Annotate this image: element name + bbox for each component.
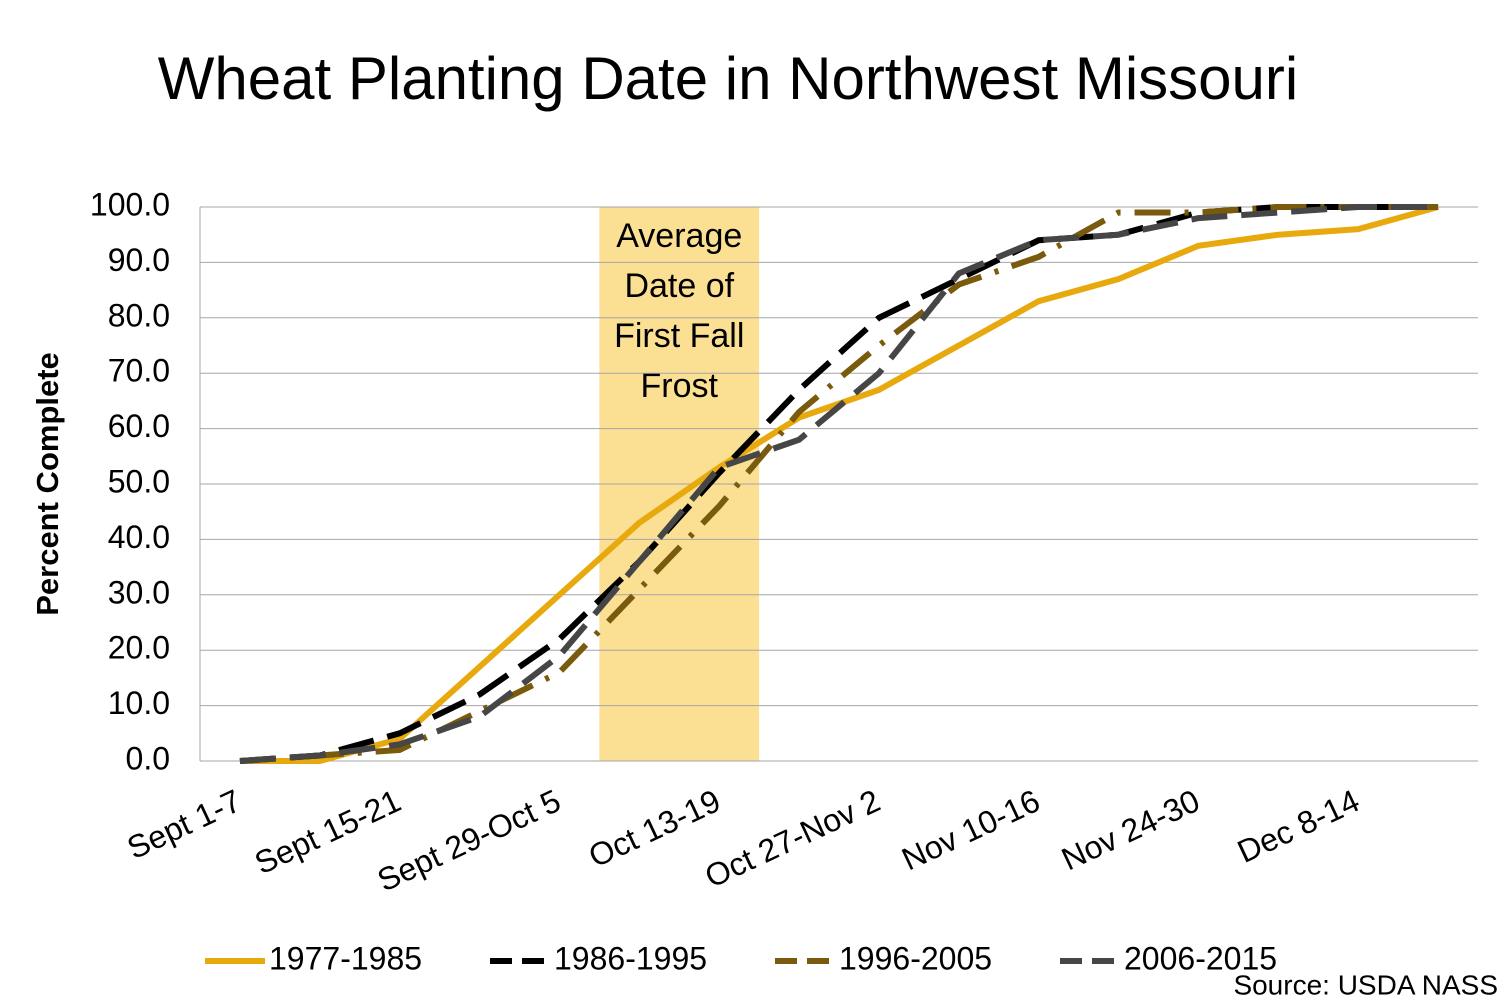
y-tick-label: 40.0	[108, 519, 170, 555]
x-tick-label: Nov 10-16	[896, 782, 1045, 877]
y-tick-label: 20.0	[108, 630, 170, 666]
annotation-line: First Fall	[614, 317, 744, 355]
series-line	[239, 204, 1439, 764]
annotation-line: Frost	[641, 367, 719, 405]
y-tick-label: 90.0	[108, 242, 170, 278]
source: Source: USDA NASS	[1233, 969, 1498, 1000]
y-tick-label: 60.0	[108, 408, 170, 444]
annotation: Average Date of First Fall Frost	[614, 217, 744, 405]
y-tick-label: 10.0	[108, 685, 170, 721]
x-tick-label: Sept 29-Oct 5	[372, 782, 566, 898]
y-tick-label: 80.0	[108, 297, 170, 333]
y-tick-label: 50.0	[108, 463, 170, 499]
legend-label: 1977-1985	[269, 940, 422, 976]
y-tick-label: 100.0	[90, 186, 170, 222]
y-axis-label: Percent Complete	[30, 352, 65, 616]
legend-label: 1986-1995	[554, 940, 707, 976]
annotation-line: Date of	[624, 267, 734, 305]
x-tick-label: Nov 24-30	[1056, 782, 1205, 877]
y-tick-label: 30.0	[108, 574, 170, 610]
chart-title: Wheat Planting Date in Northwest Missour…	[158, 45, 1298, 112]
legend-label: 1996-2005	[839, 940, 992, 976]
legend-label: 2006-2015	[1124, 940, 1277, 976]
annotation-line: Average	[616, 217, 742, 255]
x-tick-label: Sept 1-7	[122, 782, 247, 866]
x-tick-label: Oct 27-Nov 2	[699, 782, 885, 894]
x-tick-label: Dec 8-14	[1232, 782, 1365, 870]
y-tick-label: 70.0	[108, 353, 170, 389]
y-tick-label: 0.0	[126, 740, 170, 776]
